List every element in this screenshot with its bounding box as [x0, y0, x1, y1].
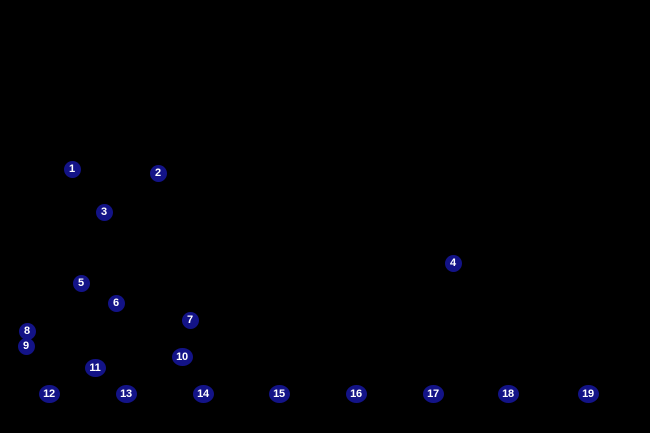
set-of-mark-marker-2[interactable]: 2	[149, 164, 167, 182]
set-of-mark-marker-18[interactable]: 18	[497, 385, 519, 403]
set-of-mark-marker-10[interactable]: 10	[171, 348, 193, 366]
set-of-mark-marker-9[interactable]: 9	[17, 337, 35, 355]
set-of-mark-marker-14[interactable]: 14	[192, 385, 214, 403]
set-of-mark-marker-11[interactable]: 11	[84, 359, 106, 377]
set-of-mark-marker-3[interactable]: 3	[95, 203, 113, 221]
set-of-mark-marker-13[interactable]: 13	[115, 385, 137, 403]
set-of-mark-marker-1[interactable]: 1	[63, 160, 81, 178]
set-of-mark-marker-7[interactable]: 7	[181, 311, 199, 329]
set-of-mark-marker-5[interactable]: 5	[72, 274, 90, 292]
set-of-mark-marker-17[interactable]: 17	[422, 385, 444, 403]
set-of-mark-marker-15[interactable]: 15	[268, 385, 290, 403]
set-of-mark-marker-19[interactable]: 19	[577, 385, 599, 403]
set-of-mark-marker-4[interactable]: 4	[444, 254, 462, 272]
set-of-mark-marker-8[interactable]: 8	[18, 322, 36, 340]
set-of-mark-marker-6[interactable]: 6	[107, 294, 125, 312]
set-of-mark-marker-12[interactable]: 12	[38, 385, 60, 403]
set-of-mark-marker-16[interactable]: 16	[345, 385, 367, 403]
